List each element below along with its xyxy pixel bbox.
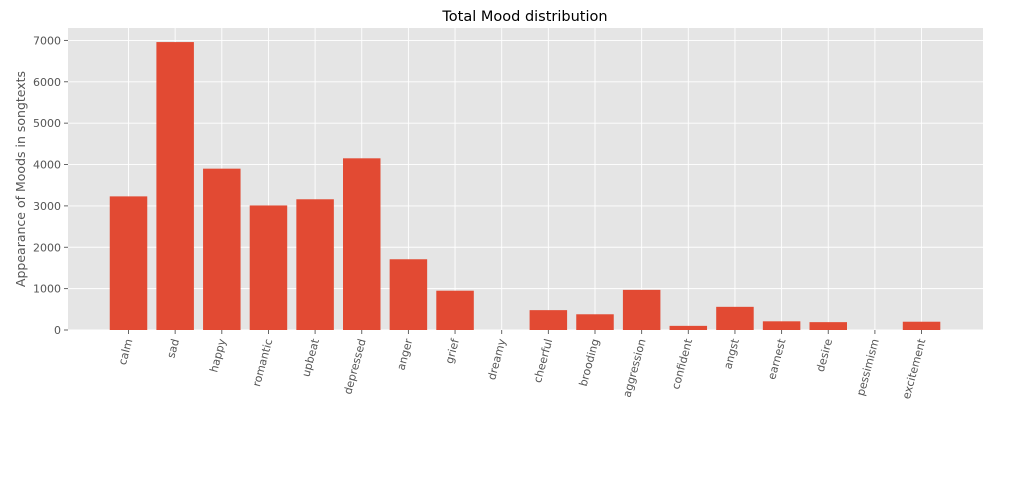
y-tick-label: 5000	[33, 117, 61, 130]
y-tick-label: 0	[54, 324, 61, 337]
chart-title: Total Mood distribution	[441, 9, 607, 25]
x-tick-label-angst: angst	[721, 337, 742, 371]
x-tick-label-pessimism: pessimism	[854, 337, 882, 397]
bar-brooding	[576, 314, 614, 330]
bar-depressed	[343, 158, 381, 330]
x-tick-label-sad: sad	[164, 337, 182, 359]
bar-cheerful	[529, 310, 568, 330]
x-tick-label-calm: calm	[116, 337, 135, 366]
x-tick-label-depressed: depressed	[341, 337, 368, 395]
bar-sad	[156, 42, 194, 330]
bar-calm	[109, 196, 148, 330]
bar-romantic	[249, 205, 288, 330]
x-tick-label-upbeat: upbeat	[299, 337, 322, 378]
x-tick-label-cheerful: cheerful	[531, 337, 555, 384]
bar-confident	[669, 325, 708, 330]
y-tick-label: 1000	[33, 283, 61, 296]
x-axis-ticks: calm sad happy romantic upbeat depressed anger…	[116, 330, 929, 401]
bar-angst	[716, 306, 754, 330]
x-tick-label-happy: happy	[207, 337, 229, 374]
bar-desire	[809, 322, 847, 330]
x-tick-label-grief: grief	[443, 336, 462, 365]
x-tick-label-desire: desire	[814, 337, 835, 373]
x-tick-label-earnest: earnest	[765, 337, 789, 381]
y-tick-label: 7000	[33, 34, 61, 47]
bar-anger	[389, 259, 428, 330]
y-axis-ticks: 0 1000 2000 3000 4000 5000 6000 7000	[33, 34, 68, 337]
bars	[109, 42, 941, 330]
x-tick-label-romantic: romantic	[250, 337, 275, 388]
bar-happy	[203, 168, 241, 330]
y-tick-label: 6000	[33, 76, 61, 89]
y-axis-label: Appearance of Moods in songtexts	[13, 71, 28, 287]
bar-aggression	[622, 289, 661, 330]
x-tick-label-anger: anger	[394, 337, 415, 372]
x-tick-label-aggression: aggression	[620, 337, 648, 398]
x-tick-label-brooding: brooding	[577, 337, 602, 387]
x-tick-label-dreamy: dreamy	[485, 337, 509, 381]
x-tick-label-excitement: excitement	[900, 337, 929, 401]
y-tick-label: 4000	[33, 159, 61, 172]
bar-excitement	[902, 321, 941, 330]
bar-grief	[436, 290, 474, 330]
y-tick-label: 2000	[33, 241, 61, 254]
bar-upbeat	[296, 199, 334, 330]
y-tick-label: 3000	[33, 200, 61, 213]
bar-earnest	[762, 321, 801, 330]
x-tick-label-confident: confident	[669, 337, 695, 391]
